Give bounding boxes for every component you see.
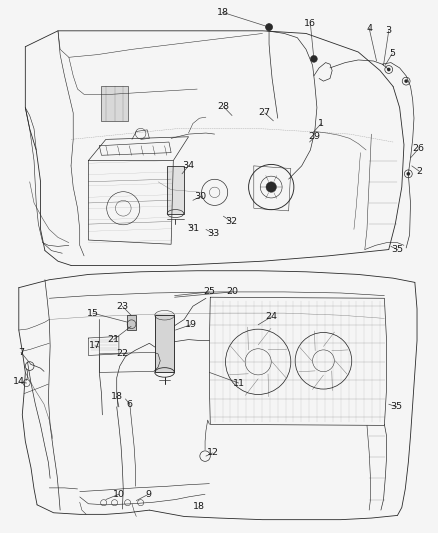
Text: 5: 5 [389,49,395,58]
Text: 18: 18 [194,502,205,511]
Bar [102,86,127,121]
Text: 1: 1 [318,119,324,128]
Bar [127,315,136,330]
Text: 18: 18 [111,392,123,401]
Text: 18: 18 [216,8,229,17]
Circle shape [311,55,318,62]
Text: 7: 7 [18,348,24,357]
Text: 4: 4 [366,23,372,33]
Text: 35: 35 [392,245,403,254]
Text: 9: 9 [145,490,152,499]
Text: 22: 22 [117,349,128,358]
Text: 12: 12 [206,448,219,457]
Circle shape [406,172,410,175]
Circle shape [387,68,391,71]
Text: 24: 24 [265,312,277,321]
Text: 31: 31 [187,224,199,233]
Circle shape [266,182,276,192]
Text: 29: 29 [309,132,321,141]
Text: 16: 16 [304,19,316,28]
Text: 35: 35 [391,402,403,411]
Text: 27: 27 [259,108,271,117]
Text: 14: 14 [13,377,25,386]
Text: 23: 23 [117,302,128,311]
Text: 25: 25 [203,287,215,296]
Text: 19: 19 [185,320,197,329]
Text: 34: 34 [183,161,194,171]
Text: 30: 30 [194,192,207,201]
Text: 11: 11 [233,378,244,387]
Text: 6: 6 [127,400,133,409]
Text: 10: 10 [113,490,125,499]
Text: 15: 15 [87,309,99,318]
Bar [155,315,174,373]
Bar [167,166,184,214]
Text: 17: 17 [89,342,101,350]
Circle shape [404,79,408,83]
Circle shape [265,23,272,30]
Text: 21: 21 [108,335,120,344]
Text: 28: 28 [217,102,230,111]
Text: 33: 33 [208,229,220,238]
Text: 26: 26 [412,144,424,154]
Text: 2: 2 [416,167,422,176]
Text: 3: 3 [386,26,392,35]
Text: 20: 20 [226,287,238,296]
Text: 32: 32 [225,217,237,226]
